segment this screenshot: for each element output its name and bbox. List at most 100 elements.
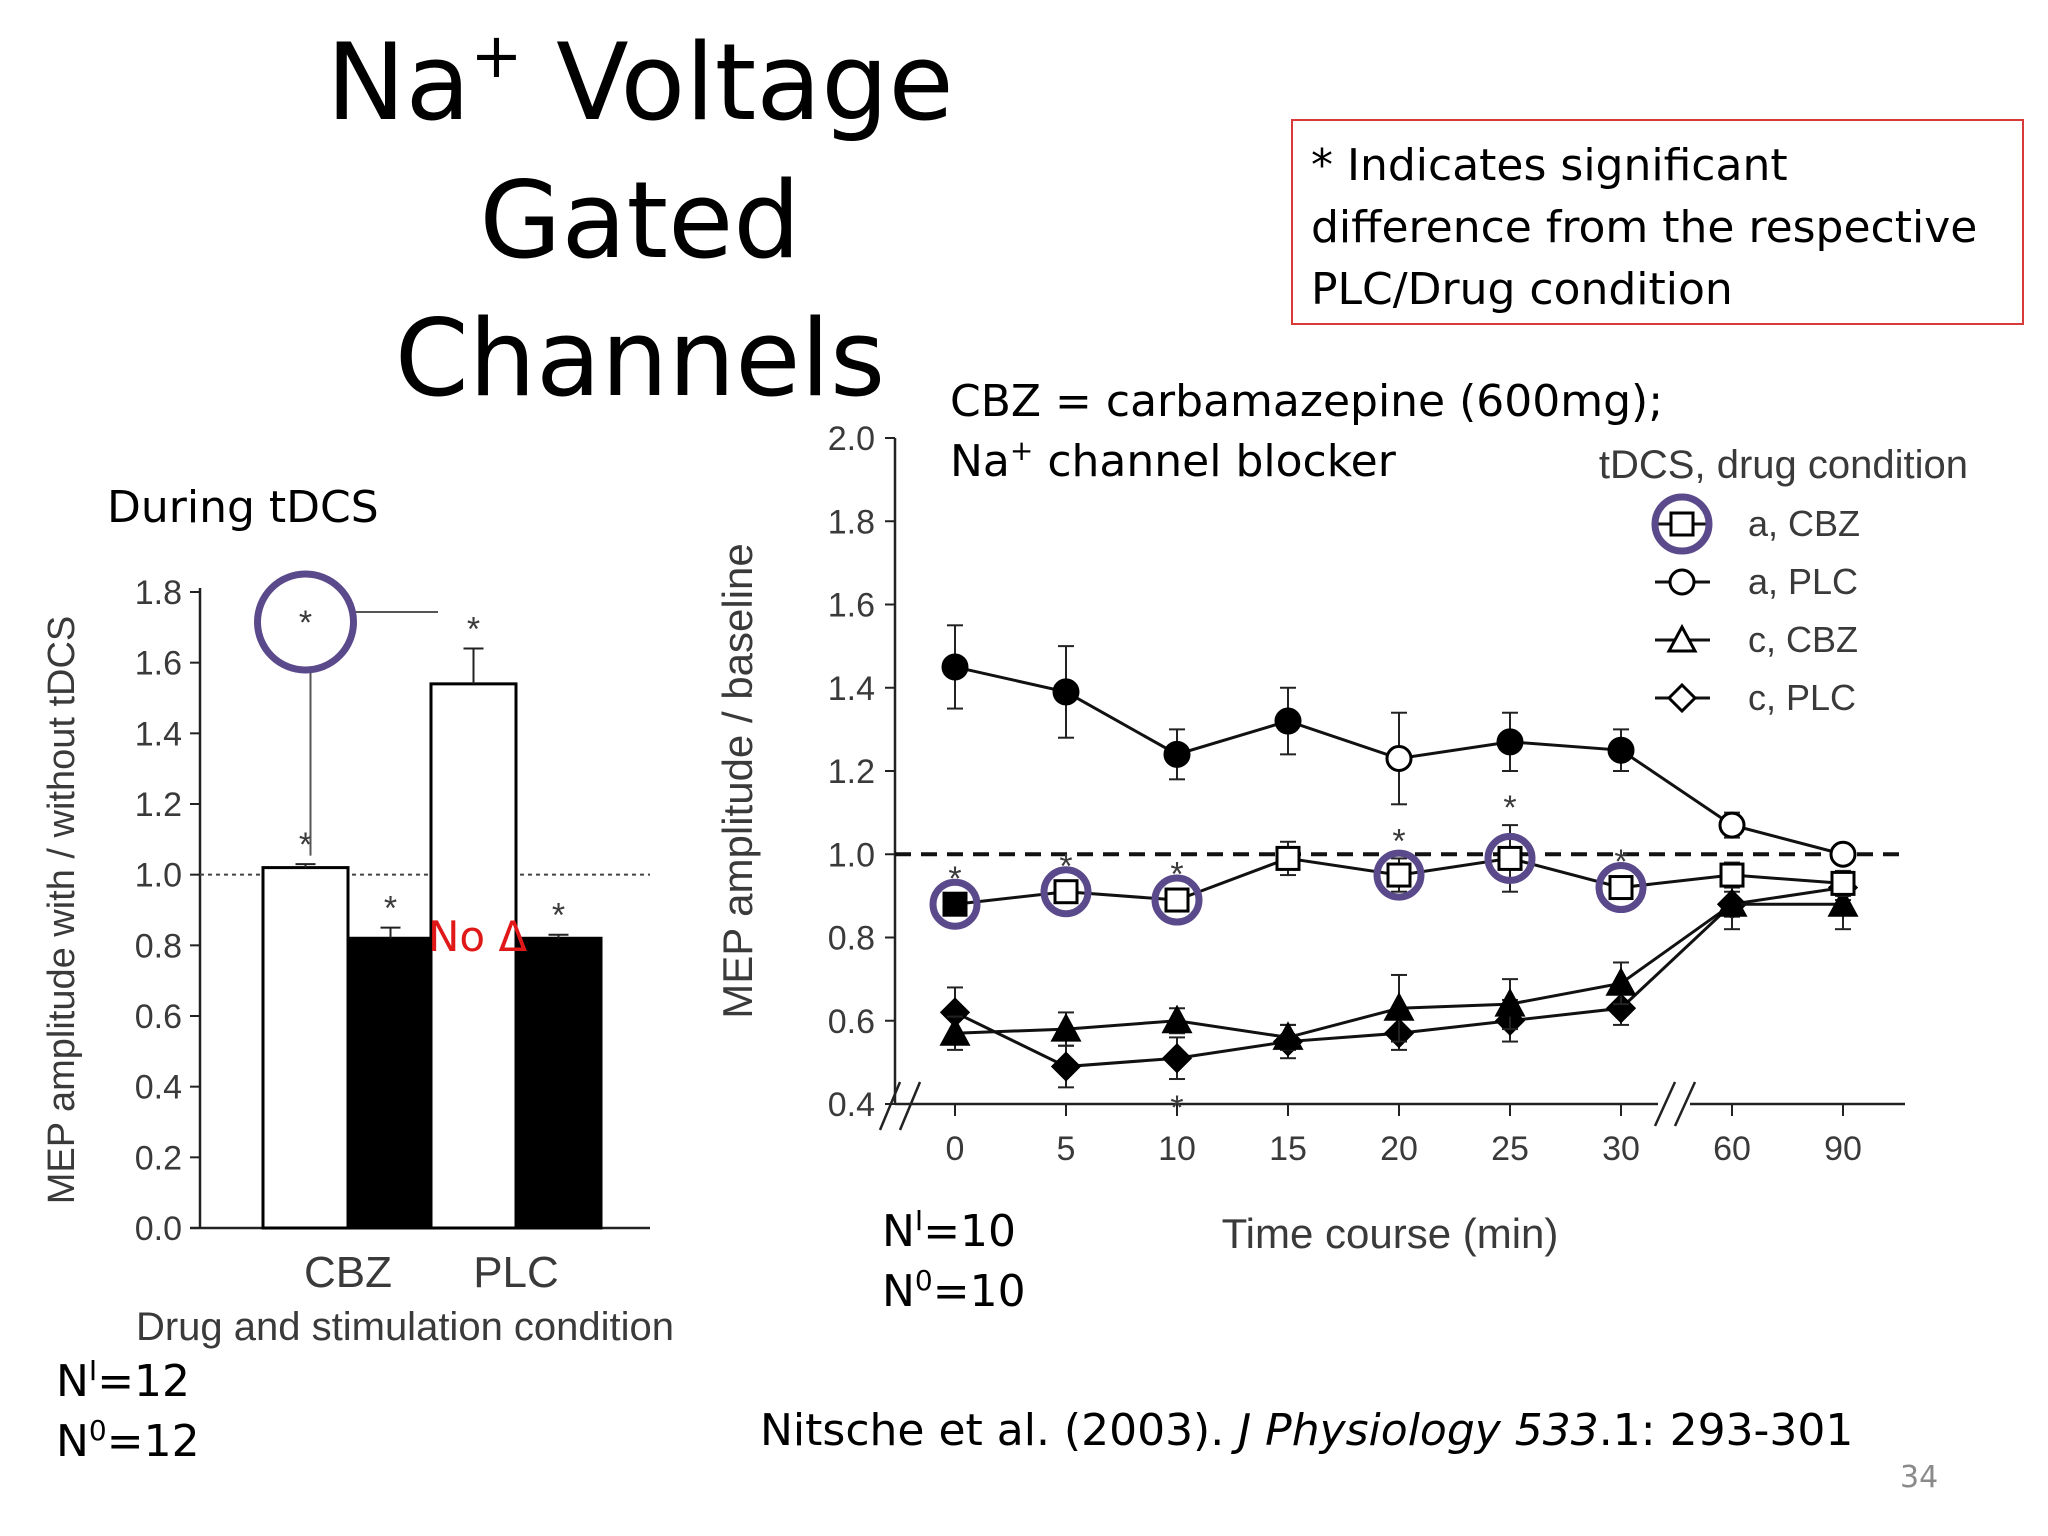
y-tick-label: 0.8	[828, 920, 875, 958]
bar	[514, 936, 603, 1230]
x-tick-label: 60	[1713, 1130, 1751, 1168]
significance-asterisk: *	[384, 890, 397, 928]
y-tick-label: 1.2	[828, 753, 875, 791]
data-point	[1161, 1043, 1193, 1074]
y-tick-label: 0.2	[135, 1139, 182, 1177]
y-tick-label: 0.6	[828, 1003, 875, 1041]
line-chart: 0.4 0.6 0.8 1.0 1.2 1.4 1.6 1.8 2.0 0 5 10 15 20 25 30 6…	[714, 420, 1968, 1257]
highlight-circle	[1040, 866, 1092, 918]
x-tick-label: 15	[1269, 1130, 1307, 1168]
highlight-circle	[1151, 874, 1203, 926]
axis-break-mark	[898, 1081, 922, 1131]
citation: Nitsche et al. (2003). J Physiology 533.…	[760, 1405, 1854, 1456]
highlight-circle	[254, 570, 357, 674]
axis-break-mark	[878, 1081, 902, 1131]
significance-asterisk: *	[299, 826, 312, 864]
bar	[429, 682, 518, 1230]
data-point	[1497, 845, 1523, 871]
x-tick-label: 5	[1057, 1130, 1076, 1168]
x-category-label: CBZ	[304, 1248, 392, 1297]
cbz-definition: CBZ = carbamazepine (600mg); Na+ channel…	[950, 376, 1664, 487]
significance-note: * Indicates significant difference from …	[1291, 119, 2024, 325]
data-point	[1608, 875, 1634, 901]
y-tick-label: 1.0	[828, 836, 875, 874]
highlight-circle	[1484, 832, 1536, 884]
highlight-circle	[1373, 849, 1425, 901]
data-point	[942, 891, 968, 917]
y-tick-label: 1.4	[828, 670, 875, 708]
data-point	[939, 1017, 971, 1046]
legend-label: c, PLC	[1748, 677, 1856, 718]
significance-asterisk: *	[1170, 1089, 1183, 1127]
x-axis-title: Time course (min)	[1222, 1210, 1559, 1257]
highlight-circle	[1595, 862, 1647, 914]
axis-break-mark	[1653, 1081, 1677, 1127]
data-point	[1830, 870, 1856, 896]
x-tick-label: 30	[1602, 1130, 1640, 1168]
y-tick-label: 1.4	[135, 715, 182, 753]
data-point	[1053, 879, 1079, 905]
legend-label: a, PLC	[1748, 561, 1858, 602]
data-point	[1272, 1021, 1304, 1050]
slide-title: Na+ Voltage Gated Channels	[326, 19, 954, 420]
legend-label: a, CBZ	[1748, 503, 1860, 544]
legend-marker	[1666, 682, 1698, 714]
data-point	[1052, 678, 1080, 706]
bar	[346, 936, 435, 1230]
x-tick-label: 25	[1491, 1130, 1529, 1168]
data-point	[1605, 967, 1637, 996]
y-tick-label: 1.6	[828, 587, 875, 625]
significance-asterisk: *	[1503, 789, 1516, 827]
legend-marker	[1666, 623, 1698, 653]
highlight-circle	[1651, 493, 1713, 555]
legend-label: c, CBZ	[1748, 619, 1858, 660]
data-point	[1161, 1004, 1193, 1034]
y-tick-label: 0.4	[828, 1086, 875, 1124]
data-point	[1383, 992, 1415, 1021]
data-point	[1829, 840, 1857, 868]
y-tick-label: 0.8	[135, 927, 182, 965]
y-tick-label: 0.4	[135, 1069, 182, 1107]
data-point	[1719, 862, 1745, 888]
x-axis-title: Drug and stimulation condition	[136, 1305, 674, 1349]
data-point	[1718, 811, 1746, 839]
data-point	[1385, 745, 1413, 773]
x-category-label: PLC	[473, 1248, 559, 1297]
data-point	[1386, 862, 1412, 888]
y-axis-title: MEP amplitude / baseline	[714, 543, 761, 1019]
y-tick-label: 2.0	[828, 420, 875, 458]
data-point	[1050, 1012, 1082, 1042]
data-point	[1164, 887, 1190, 913]
y-tick-label: 1.0	[135, 857, 182, 895]
legend-title: tDCS, drug condition	[1599, 443, 1968, 487]
bar	[261, 866, 350, 1230]
data-point	[1605, 993, 1637, 1024]
data-point	[1496, 728, 1524, 756]
x-tick-label: 90	[1824, 1130, 1862, 1168]
data-point	[1050, 1051, 1082, 1082]
sample-size-right: NI=10 N0=10	[882, 1204, 1026, 1317]
y-tick-label: 1.6	[135, 645, 182, 683]
significance-asterisk: *	[552, 897, 565, 935]
data-point	[1716, 888, 1748, 917]
x-tick-label: 0	[946, 1130, 965, 1168]
y-tick-label: 1.8	[135, 574, 182, 612]
highlight-circle	[929, 878, 981, 930]
data-point	[1827, 888, 1859, 917]
significance-asterisk: *	[467, 611, 480, 649]
legend-marker	[1669, 511, 1695, 537]
x-tick-label: 10	[1158, 1130, 1196, 1168]
axis-break-mark	[1673, 1081, 1697, 1127]
legend-marker	[1668, 568, 1696, 596]
data-point	[1607, 736, 1635, 764]
data-point	[1275, 845, 1301, 871]
data-point	[1494, 987, 1526, 1017]
sample-size-left: NI=12 N0=12	[56, 1354, 200, 1467]
y-tick-label: 1.2	[135, 786, 182, 824]
data-point	[1163, 740, 1191, 768]
significance-asterisk: *	[299, 604, 312, 642]
x-tick-label: 20	[1380, 1130, 1418, 1168]
data-point	[1274, 707, 1302, 735]
y-tick-label: 0.0	[135, 1210, 182, 1248]
